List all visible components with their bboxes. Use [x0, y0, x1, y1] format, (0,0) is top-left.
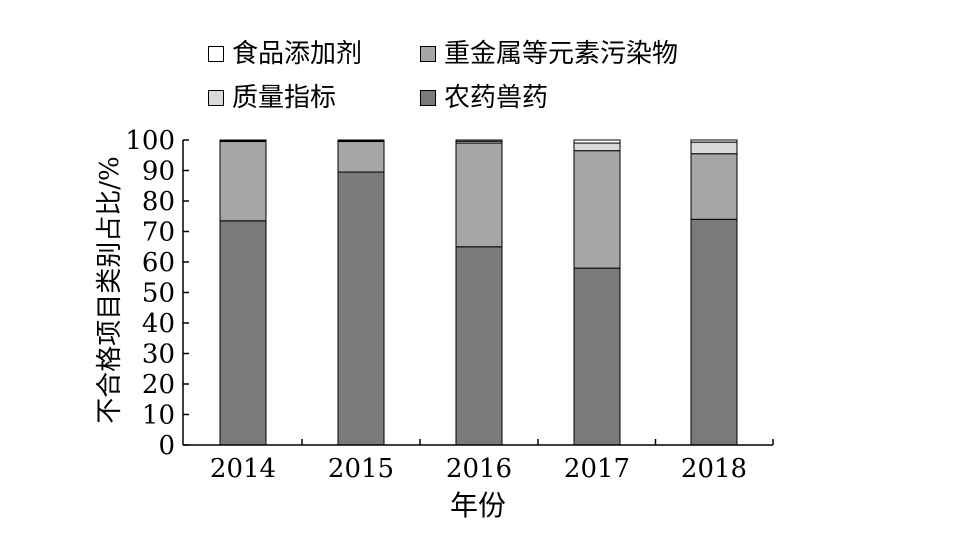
legend-item-pesticides: 农药兽药: [420, 82, 548, 114]
bar-segment-2015-series-1: [337, 141, 385, 173]
y-tick-label-10: 10: [142, 401, 175, 431]
x-tick-label-2014: 2014: [210, 454, 276, 484]
bar-segment-2015-series-0: [337, 171, 385, 446]
y-axis-title: 不合格项目类别占比/%: [95, 156, 125, 423]
y-tick-label-70: 70: [142, 218, 175, 248]
legend-item-quality-indicators: 质量指标: [208, 82, 336, 114]
x-tick-label-2018: 2018: [681, 454, 747, 484]
bar-segment-2016-series-3: [455, 139, 503, 142]
bar-segment-2014-series-0: [219, 220, 267, 446]
y-tick-label-40: 40: [142, 309, 175, 339]
legend-label-food-additives: 食品添加剂: [232, 39, 363, 69]
x-axis-title: 年份: [450, 489, 506, 522]
legend-swatch-food-additives: [208, 46, 224, 62]
bar-segment-2015-series-3: [337, 139, 385, 142]
y-tick-label-0: 0: [158, 431, 175, 461]
y-tick-label-90: 90: [142, 157, 175, 187]
bars-group: [219, 139, 738, 446]
bar-segment-2016-series-1: [455, 142, 503, 248]
legend-label-heavy-metals: 重金属等元素污染物: [444, 39, 679, 69]
y-tick-label-60: 60: [142, 248, 175, 278]
bar-segment-2014-series-1: [219, 141, 267, 222]
legend-item-heavy-metals: 重金属等元素污染物: [420, 38, 678, 70]
legend-label-quality-indicators: 质量指标: [232, 83, 337, 113]
y-tick-label-20: 20: [142, 370, 175, 400]
x-ticks-group: 2014 2015 2016 2017 2018: [210, 439, 774, 484]
legend: 食品添加剂 重金属等元素污染物 质量指标 农药兽药: [208, 36, 768, 120]
legend-swatch-pesticides: [420, 90, 436, 106]
x-tick-label-2015: 2015: [328, 454, 394, 484]
bar-segment-2017-series-0: [573, 267, 621, 446]
bar-segment-2017-series-1: [573, 150, 621, 269]
x-tick-label-2016: 2016: [446, 454, 512, 484]
y-tick-label-80: 80: [142, 187, 175, 217]
bar-segment-2018-series-0: [690, 218, 738, 446]
bar-segment-2018-series-2: [690, 141, 738, 155]
legend-label-pesticides: 农药兽药: [444, 83, 549, 113]
bar-segment-2017-series-3: [573, 139, 621, 144]
bar-segment-2018-series-1: [690, 153, 738, 220]
bar-segment-2017-series-2: [573, 142, 621, 152]
y-tick-label-100: 100: [125, 126, 175, 156]
legend-swatch-quality-indicators: [208, 90, 224, 106]
legend-swatch-heavy-metals: [420, 46, 436, 62]
bar-segment-2014-series-3: [219, 139, 267, 142]
y-tick-label-30: 30: [142, 340, 175, 370]
x-tick-label-2017: 2017: [564, 454, 630, 484]
bar-segment-2018-series-3: [690, 139, 738, 143]
bar-segment-2016-series-0: [455, 246, 503, 446]
legend-item-food-additives: 食品添加剂: [208, 38, 362, 70]
y-tick-label-50: 50: [142, 279, 175, 309]
